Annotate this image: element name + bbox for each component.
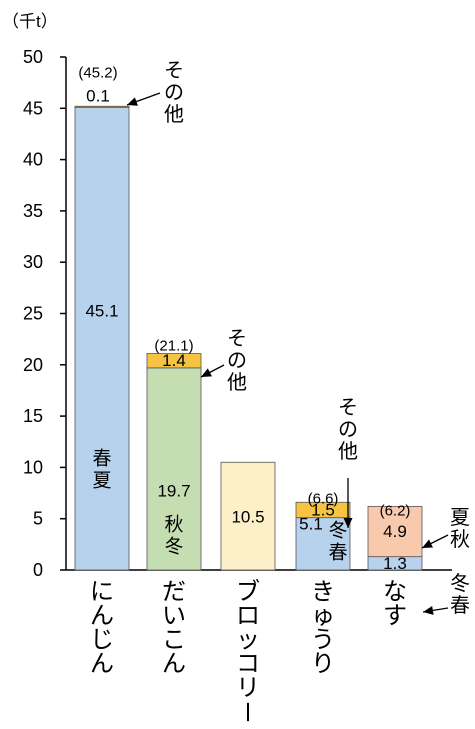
annotation-arrow — [200, 364, 225, 378]
char: 秋 — [164, 514, 183, 536]
char: ん — [90, 651, 114, 678]
char: 春 — [450, 594, 470, 617]
bar-segment — [220, 461, 276, 571]
char: リ — [236, 675, 260, 702]
y-tick-label: 45 — [23, 98, 43, 118]
annotation-arrow — [126, 92, 161, 106]
annotation-arrow — [421, 534, 449, 549]
annotation-arrow — [422, 605, 449, 615]
char: の — [227, 350, 247, 372]
other-annotation: その他 — [338, 397, 358, 463]
char: の — [338, 419, 358, 441]
char: い — [162, 603, 186, 630]
other-annotation: その他 — [227, 328, 247, 394]
char: そ — [338, 397, 358, 419]
total-label: (6.2) — [380, 503, 411, 520]
data-label: 10.5 — [231, 508, 264, 527]
data-label: 45.1 — [85, 302, 118, 321]
char: こ — [162, 627, 186, 654]
y-tick-label: 20 — [23, 355, 43, 375]
bars — [74, 105, 423, 571]
char: 他 — [227, 371, 247, 394]
bar-segment — [367, 505, 423, 558]
char: 夏 — [450, 507, 470, 529]
season-label: 春夏 — [92, 448, 111, 492]
char: の — [164, 82, 184, 104]
bar-segment — [74, 106, 130, 571]
char: コ — [236, 651, 260, 678]
annotation-arrow — [343, 478, 353, 528]
y-tick-label: 40 — [23, 150, 43, 170]
season-label: 秋冬 — [164, 514, 183, 558]
season-label: 冬春 — [328, 520, 347, 564]
y-axis: 0 5 10 15 20 25 30 35 40 45 50 — [23, 47, 452, 580]
char: じ — [90, 627, 114, 654]
y-tick-label: 5 — [33, 509, 43, 529]
data-label: 1.5 — [311, 500, 335, 519]
season-annotation: 冬春 — [450, 572, 470, 617]
char: だ — [162, 579, 186, 606]
char: な — [383, 579, 407, 606]
y-tick-label: 10 — [23, 457, 43, 477]
y-tick-label: 0 — [33, 560, 43, 580]
data-label: 4.9 — [383, 522, 407, 541]
char: 夏 — [92, 471, 111, 492]
y-tick-label: 15 — [23, 406, 43, 426]
char: 他 — [338, 440, 358, 463]
y-tick-label: 25 — [23, 304, 43, 324]
char: そ — [164, 60, 184, 82]
char: 春 — [328, 542, 347, 564]
total-label: (6.6) — [308, 491, 339, 508]
char: り — [311, 651, 335, 678]
char: 冬 — [450, 572, 470, 595]
data-label: 5.1 — [299, 515, 323, 534]
other-annotation: その他 — [164, 60, 184, 126]
char: 冬 — [328, 520, 347, 542]
bar-segment — [295, 501, 351, 519]
data-label: 19.7 — [157, 482, 190, 501]
char: に — [90, 579, 114, 606]
bar-segment — [295, 517, 351, 571]
char: ゅ — [311, 603, 335, 630]
x-category-label: なす — [383, 579, 407, 630]
char: 他 — [164, 103, 184, 126]
char: う — [311, 627, 335, 654]
char: ん — [90, 603, 114, 630]
char: ッ — [236, 627, 260, 654]
y-axis-unit: （千t） — [2, 12, 58, 31]
bar-segment — [74, 105, 130, 108]
char: ん — [162, 651, 186, 678]
total-label: (21.1) — [154, 338, 193, 355]
char: き — [311, 579, 335, 606]
bar-segment — [146, 353, 202, 369]
char: ブ — [236, 579, 260, 606]
season-annotation: 夏秋 — [450, 507, 470, 551]
data-label: 1.3 — [383, 554, 407, 573]
y-tick-label: 30 — [23, 252, 43, 272]
bar-segment — [146, 367, 202, 571]
char: そ — [227, 328, 247, 350]
char: 冬 — [164, 536, 183, 558]
char: す — [383, 603, 407, 630]
total-label: (45.2) — [78, 65, 117, 82]
y-tick-label: 50 — [23, 47, 43, 67]
char: 秋 — [450, 528, 470, 551]
data-label: 1.4 — [162, 351, 186, 370]
y-tick-label: 35 — [23, 201, 43, 221]
char: 春 — [92, 448, 111, 470]
char: ロ — [236, 603, 260, 630]
data-label: 0.1 — [86, 87, 110, 106]
